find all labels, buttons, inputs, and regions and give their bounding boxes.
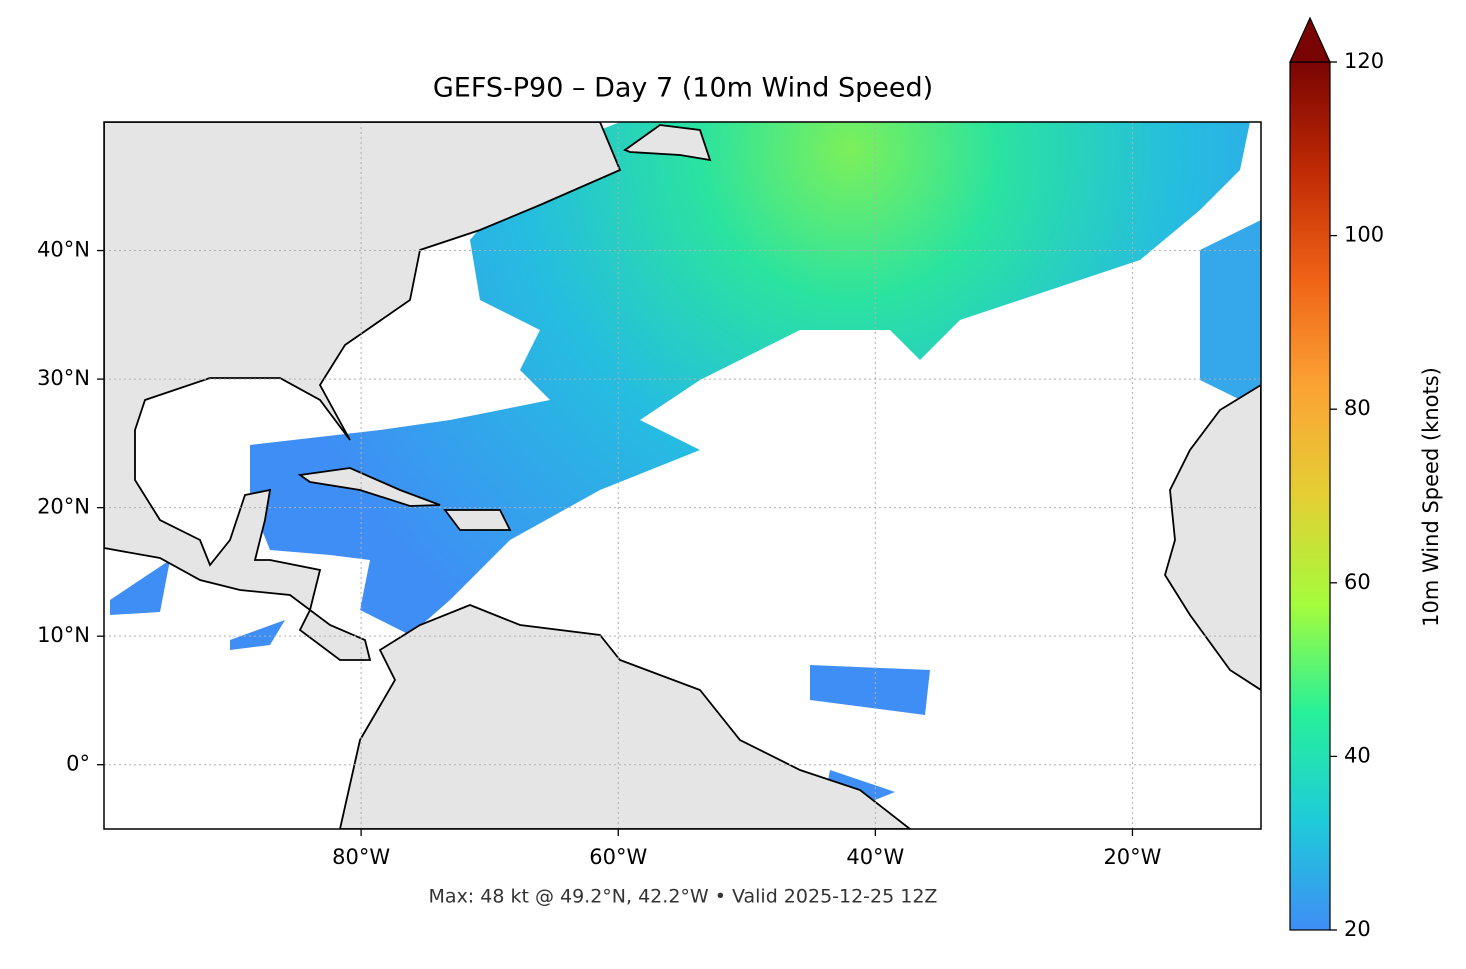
cuba: [297, 467, 441, 507]
colorbar-tick-label: 40: [1344, 743, 1371, 767]
land: [104, 122, 1261, 829]
colorbar-tick-label: 80: [1344, 396, 1371, 420]
africa: [1164, 383, 1261, 692]
x-tick-label: 80°W: [332, 845, 390, 869]
y-tick-label: 0°: [66, 752, 90, 776]
x-tick-label: 20°W: [1103, 845, 1161, 869]
map: [104, 122, 1261, 829]
x-tick-label: 60°W: [589, 845, 647, 869]
plot-frame: [103, 121, 1262, 830]
y-tick-label: 20°N: [37, 495, 90, 519]
north-america: [104, 122, 622, 661]
y-tick-label: 40°N: [37, 238, 90, 262]
wind-area: [110, 560, 170, 615]
colorbar-tick-label: 120: [1344, 49, 1384, 73]
colorbar-tick-label: 100: [1344, 223, 1384, 247]
colorbar-label: 10m Wind Speed (knots): [1419, 367, 1443, 627]
chart-title: GEFS-P90 – Day 7 (10m Wind Speed): [433, 73, 933, 104]
colorbar-tick-label: 20: [1344, 917, 1371, 941]
footer-note: Max: 48 kt @ 49.2°N, 42.2°W • Valid 2025…: [429, 886, 938, 908]
colorbar: [1289, 61, 1331, 931]
wind-area: [1200, 220, 1261, 410]
colorbar-tick-label: 60: [1344, 570, 1371, 594]
newfoundland: [623, 124, 712, 162]
y-tick-label: 10°N: [37, 623, 90, 647]
wind-area: [810, 665, 930, 715]
wind-area: [230, 620, 285, 650]
colorbar-extend: [1289, 16, 1331, 63]
south-america: [339, 604, 912, 829]
y-tick-label: 30°N: [37, 366, 90, 390]
x-tick-label: 40°W: [846, 845, 904, 869]
hispaniola: [443, 509, 512, 531]
